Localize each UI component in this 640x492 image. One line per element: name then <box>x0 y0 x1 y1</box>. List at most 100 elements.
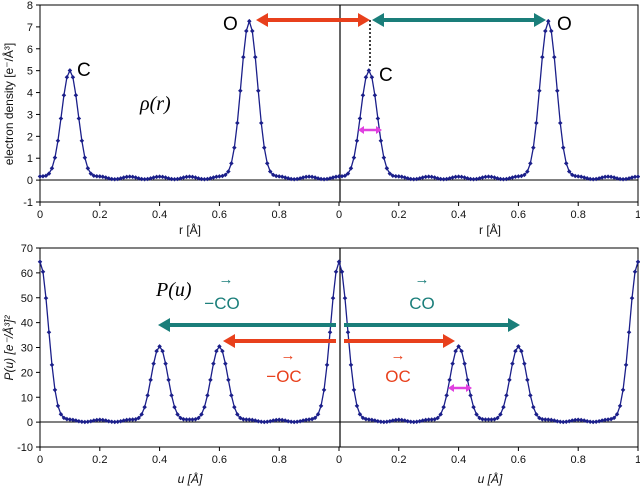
bottom-data-point <box>163 361 168 366</box>
bottom-data-point <box>169 393 174 398</box>
top-data-point <box>85 166 91 171</box>
bottom-data-point <box>513 348 518 354</box>
bottom-data-point <box>501 404 506 410</box>
bottom-data-point <box>139 412 144 417</box>
bottom-data-point <box>510 361 515 366</box>
bottom-data-point <box>37 259 43 265</box>
top-data-point <box>303 174 309 180</box>
bottom-data-point <box>202 404 207 410</box>
bottom-x-ticks: 0 0.2 0.4 0.6 0.8 0 0.2 0.4 0.6 0.8 1 <box>37 447 640 466</box>
bottom-data-point <box>387 418 393 424</box>
bottom-data-point <box>46 329 52 335</box>
top-data-point <box>399 174 405 180</box>
bottom-data-point <box>154 348 159 354</box>
bottom-data-point <box>486 417 491 422</box>
top-data-point <box>121 175 126 180</box>
top-y-ticks: -1 0 1 2 3 4 5 6 7 8 <box>23 0 40 209</box>
bottom-data-point <box>534 412 539 417</box>
bottom-data-point <box>495 415 500 421</box>
top-data-point <box>528 161 533 166</box>
bottom-data-point <box>211 361 216 366</box>
bottom-x-tick-label: 0 <box>336 454 342 466</box>
top-data-point <box>489 174 494 180</box>
top-data-point <box>229 161 234 166</box>
bottom-data-point <box>256 418 261 424</box>
bottom-data-point <box>623 362 629 368</box>
bottom-data-point <box>40 269 46 275</box>
bottom-data-point <box>566 418 572 424</box>
bottom-y-tick-label: 40 <box>21 318 33 330</box>
bottom-formula-label: P(u) <box>155 279 192 301</box>
bottom-x-tick-label: 0 <box>37 454 43 466</box>
bottom-data-point <box>435 415 440 421</box>
top-data-point <box>58 116 64 121</box>
top-density-line <box>39 18 639 180</box>
top-y-tick-label: 3 <box>27 109 33 121</box>
top-data-point <box>537 88 542 94</box>
bottom-data-point <box>339 269 345 275</box>
bottom-data-point <box>354 403 360 409</box>
top-data-point <box>67 68 73 73</box>
top-data-point <box>396 174 402 179</box>
bottom-data-point <box>423 417 428 423</box>
top-data-point <box>560 145 566 150</box>
bottom-data-point <box>324 362 330 368</box>
top-data-point <box>557 120 563 126</box>
bottom-y-ticks: -10 0 10 20 30 40 50 60 70 <box>17 243 40 454</box>
top-y-tick-label: 7 <box>27 22 33 34</box>
top-data-point <box>330 175 336 180</box>
bottom-data-point <box>148 377 153 383</box>
bottom-data-point <box>393 417 399 423</box>
bottom-data-point <box>456 344 461 349</box>
bottom-data-point <box>408 419 414 425</box>
top-data-point <box>52 155 58 160</box>
bottom-data-point <box>575 417 581 423</box>
bottom-data-point <box>402 418 408 423</box>
top-data-point <box>333 174 339 180</box>
bottom-data-point <box>584 418 590 424</box>
bottom-x-tick-label: 1 <box>635 454 640 466</box>
bottom-data-point <box>459 348 464 354</box>
top-data-point <box>88 171 94 176</box>
bottom-data-point <box>549 417 554 423</box>
top-y-tick-label: 8 <box>27 0 33 12</box>
bottom-data-point <box>614 412 620 417</box>
top-y-tick-label: 0 <box>27 175 33 187</box>
svg-text:CO: CO <box>409 294 435 313</box>
bottom-data-point <box>560 419 566 425</box>
top-data-point <box>46 171 52 176</box>
bottom-data-point <box>578 417 584 423</box>
bottom-data-point <box>441 404 446 410</box>
bottom-y-tick-label: 60 <box>21 268 33 280</box>
bottom-data-point <box>297 418 303 424</box>
red-arrow-top <box>256 13 370 27</box>
bottom-data-point <box>67 417 73 422</box>
top-data-point <box>378 138 384 143</box>
bottom-data-point <box>363 416 369 422</box>
vector-label-co: → CO <box>409 271 435 313</box>
bottom-data-point <box>157 344 162 349</box>
bottom-data-point <box>581 418 587 423</box>
top-data-point <box>375 116 381 121</box>
top-data-point <box>73 92 79 98</box>
bottom-data-point <box>130 417 135 422</box>
svg-text:−OC: −OC <box>266 367 301 386</box>
top-data-point <box>100 174 106 180</box>
bottom-data-point <box>626 329 632 335</box>
bottom-data-point <box>543 417 548 422</box>
bottom-data-point <box>241 417 246 422</box>
bottom-x-tick-label: 0.2 <box>92 454 107 466</box>
bottom-data-point <box>285 418 291 424</box>
bottom-data-point <box>381 419 387 425</box>
bottom-data-point <box>348 362 354 368</box>
top-data-point <box>540 54 545 60</box>
top-x-tick-label: 0.8 <box>571 209 586 221</box>
top-data-point <box>504 176 509 182</box>
bottom-x-tick-label: 0.4 <box>152 454 167 466</box>
bottom-data-point <box>321 387 327 393</box>
bottom-data-point <box>507 377 512 383</box>
top-data-point <box>372 92 378 98</box>
bottom-data-point <box>196 415 201 421</box>
bottom-data-point <box>229 393 234 398</box>
top-data-point <box>244 28 249 34</box>
